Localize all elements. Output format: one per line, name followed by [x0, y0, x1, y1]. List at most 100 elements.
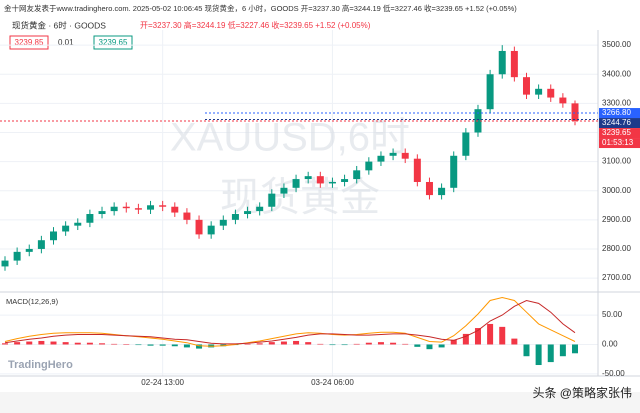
candle-body [450, 155, 458, 188]
candle-body [559, 97, 567, 104]
candle-body [365, 161, 373, 171]
candle-body [195, 219, 203, 235]
macd-histogram-bar [111, 343, 118, 345]
macd-histogram-bar [329, 344, 336, 346]
macd-histogram-bar [62, 342, 69, 345]
candle-body [268, 193, 276, 207]
macd-histogram-bar [183, 344, 190, 348]
candle-body [98, 211, 106, 215]
macd-histogram-bar [487, 323, 494, 345]
candle-body [486, 74, 494, 110]
bid-box[interactable] [9, 35, 49, 50]
candle-body [231, 214, 239, 220]
candle-body [547, 88, 555, 98]
watermark: 现货黄金 [220, 176, 380, 220]
candle-body [25, 248, 33, 252]
candle-body [462, 132, 470, 156]
macd-histogram-bar [390, 342, 397, 345]
candle-body [13, 251, 21, 261]
macd-histogram-bar [244, 343, 251, 345]
macd-histogram-bar [280, 341, 287, 345]
candle-body [122, 206, 130, 209]
macd-histogram-bar [74, 342, 81, 345]
macd-histogram-bar [365, 342, 372, 345]
candle-body [389, 152, 397, 156]
candle-body [62, 225, 70, 232]
y-tick-label: 0.00 [602, 340, 618, 349]
price-tag [599, 118, 640, 129]
candle-body [522, 77, 530, 95]
candle-body [353, 170, 361, 180]
macd-histogram-bar [171, 344, 178, 347]
macd-histogram-bar [341, 344, 348, 346]
price-tag [599, 128, 640, 139]
macd-histogram-bar [256, 343, 263, 345]
x-tick-label: 03-24 06:00 [311, 378, 354, 387]
candle-body [280, 187, 288, 194]
macd-histogram-bar [426, 344, 433, 350]
candle-body [438, 187, 446, 196]
macd-histogram-bar [377, 342, 384, 345]
y-tick-label: 2900.00 [602, 215, 631, 224]
macd-histogram-bar [99, 343, 106, 345]
macd-histogram-bar [535, 344, 542, 366]
candle-body [328, 181, 336, 184]
candle-body [292, 179, 300, 188]
macd-histogram-bar [123, 344, 130, 345]
y-tick-label: 2700.00 [602, 273, 631, 282]
macd-histogram-bar [547, 344, 554, 363]
candle-body [571, 103, 579, 121]
candle-body [377, 155, 385, 162]
price-tag-label: 3239.65 [602, 128, 631, 137]
candle-body [535, 88, 543, 95]
macd-histogram-bar [196, 344, 203, 349]
candle-body [413, 158, 421, 182]
macd-histogram-bar [2, 343, 8, 345]
y-tick-label: -50.00 [602, 369, 625, 378]
macd-histogram-bar [317, 343, 324, 345]
candle-body [74, 222, 82, 226]
y-tick-label: 3100.00 [602, 157, 631, 166]
candle-body [510, 50, 518, 78]
macd-histogram-bar [353, 343, 360, 345]
header-line: 金十网友发表于www.tradinghero.com. 2025-05-02 1… [4, 3, 517, 13]
bid: 3239.85 [15, 38, 44, 47]
candle-body [50, 231, 58, 241]
spread: 0.01 [58, 38, 74, 47]
macd-histogram-bar [450, 339, 457, 345]
candle-body [316, 176, 324, 184]
macd-histogram-bar [414, 344, 421, 347]
y-tick-label: 50.00 [602, 310, 623, 319]
symbol: 现货黄金 · 6时 · GOODS [12, 20, 106, 30]
macd-histogram-bar [38, 340, 45, 345]
candle-body [37, 240, 45, 249]
x-tick-label: 02-24 13:00 [141, 378, 184, 387]
candle-body [207, 225, 215, 235]
candle-body [86, 214, 94, 223]
price-tag-label: 3244.76 [602, 118, 631, 127]
credit: 头条 @策略家张伟 [532, 385, 632, 400]
candle-body [401, 152, 409, 159]
footer [0, 392, 640, 413]
price-tag [599, 108, 640, 119]
macd-histogram-bar [147, 344, 154, 346]
countdown-tag [599, 138, 640, 149]
countdown: 01:53:13 [602, 138, 634, 147]
brand: TradingHero [8, 359, 73, 371]
price-tag-label: 3266.80 [602, 108, 631, 117]
y-tick-label: 3500.00 [602, 40, 631, 49]
candle-body [256, 206, 264, 212]
ask-box[interactable] [93, 35, 133, 50]
candle-body [147, 205, 155, 210]
y-tick-label: 3400.00 [602, 69, 631, 78]
candle-body [498, 50, 506, 75]
candle-body [183, 212, 191, 220]
y-tick-label: 3000.00 [602, 186, 631, 195]
macd-histogram-bar [474, 328, 481, 345]
macd-histogram-bar [159, 344, 166, 346]
y-tick-label: 3300.00 [602, 98, 631, 107]
macd-histogram-bar [511, 338, 518, 345]
macd-histogram-bar [293, 340, 300, 345]
macd-line [4, 299, 576, 345]
